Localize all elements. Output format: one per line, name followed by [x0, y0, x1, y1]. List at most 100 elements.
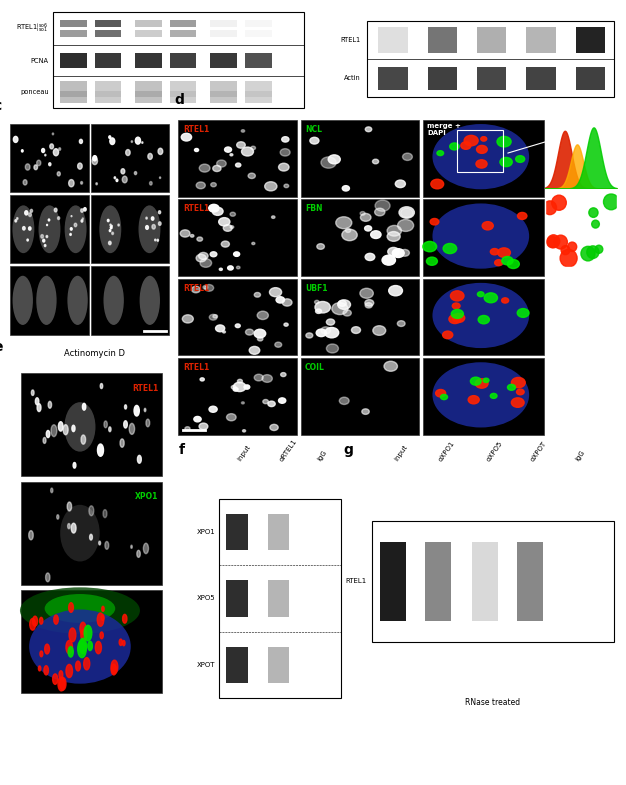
Circle shape	[242, 147, 254, 156]
Circle shape	[441, 394, 448, 400]
Circle shape	[59, 677, 66, 690]
Circle shape	[500, 158, 512, 166]
Circle shape	[23, 180, 27, 185]
Circle shape	[360, 288, 373, 298]
Circle shape	[138, 455, 141, 463]
Bar	[178, 279, 297, 356]
Circle shape	[89, 506, 94, 516]
Circle shape	[210, 252, 217, 257]
Circle shape	[484, 293, 498, 303]
Text: d: d	[174, 93, 184, 108]
Ellipse shape	[44, 594, 115, 623]
Bar	[210, 20, 237, 27]
Ellipse shape	[20, 587, 140, 633]
Bar	[95, 82, 121, 91]
Bar	[300, 120, 419, 196]
Text: g: g	[343, 444, 353, 458]
Circle shape	[111, 660, 118, 674]
Circle shape	[497, 137, 511, 147]
Circle shape	[38, 666, 41, 671]
Circle shape	[44, 245, 46, 246]
Circle shape	[15, 220, 17, 222]
Circle shape	[97, 613, 104, 626]
Circle shape	[124, 421, 127, 428]
Circle shape	[592, 220, 599, 228]
Circle shape	[227, 414, 236, 421]
Circle shape	[284, 184, 289, 188]
Circle shape	[478, 316, 490, 324]
Circle shape	[279, 398, 286, 403]
Bar	[526, 27, 556, 53]
Circle shape	[310, 137, 319, 144]
Circle shape	[53, 674, 58, 685]
Bar	[60, 93, 87, 103]
Circle shape	[426, 257, 438, 265]
Circle shape	[104, 421, 107, 428]
Circle shape	[547, 235, 560, 248]
Circle shape	[282, 299, 292, 306]
Circle shape	[109, 427, 111, 432]
Circle shape	[371, 231, 381, 239]
Circle shape	[72, 425, 75, 432]
Circle shape	[105, 542, 109, 550]
Circle shape	[209, 406, 217, 412]
Circle shape	[507, 260, 520, 268]
Circle shape	[37, 403, 41, 411]
Circle shape	[131, 546, 132, 549]
Bar	[10, 266, 89, 334]
Bar	[170, 53, 197, 68]
Circle shape	[325, 327, 339, 338]
Bar	[423, 199, 543, 276]
Circle shape	[375, 200, 390, 211]
Circle shape	[269, 287, 282, 297]
Bar	[526, 67, 556, 89]
Circle shape	[135, 137, 140, 144]
Circle shape	[92, 157, 98, 165]
Circle shape	[476, 145, 487, 153]
Text: αXPO1: αXPO1	[438, 440, 456, 462]
Circle shape	[516, 389, 524, 395]
Circle shape	[231, 385, 236, 389]
Bar	[95, 93, 121, 103]
Circle shape	[81, 181, 83, 184]
Circle shape	[35, 398, 39, 405]
Circle shape	[63, 425, 68, 435]
Circle shape	[342, 229, 357, 241]
Circle shape	[23, 227, 25, 230]
Circle shape	[228, 266, 233, 270]
Circle shape	[131, 141, 133, 142]
Bar	[268, 513, 289, 550]
Circle shape	[400, 250, 409, 256]
Circle shape	[71, 216, 72, 217]
Circle shape	[208, 204, 219, 212]
Circle shape	[393, 249, 404, 257]
Text: XPO1: XPO1	[197, 529, 215, 535]
Circle shape	[449, 315, 461, 323]
Circle shape	[221, 241, 229, 247]
Circle shape	[146, 217, 147, 219]
Circle shape	[81, 629, 87, 641]
Bar	[423, 279, 543, 356]
Bar	[60, 20, 87, 27]
Circle shape	[387, 225, 401, 236]
Bar	[245, 82, 272, 91]
Circle shape	[29, 531, 33, 540]
Text: Actin: Actin	[344, 75, 361, 81]
Bar	[178, 120, 297, 196]
Circle shape	[262, 374, 272, 382]
Ellipse shape	[140, 276, 160, 325]
Ellipse shape	[64, 206, 86, 254]
Bar	[472, 542, 498, 621]
Circle shape	[58, 422, 63, 431]
Bar	[21, 590, 162, 693]
Bar	[424, 542, 451, 621]
Text: αXPOT: αXPOT	[530, 440, 548, 462]
Circle shape	[589, 208, 598, 217]
Bar	[575, 67, 605, 89]
Ellipse shape	[103, 276, 124, 325]
Text: COIL: COIL	[305, 363, 325, 372]
Circle shape	[101, 606, 104, 612]
Circle shape	[111, 232, 113, 235]
Circle shape	[25, 164, 30, 170]
Circle shape	[470, 377, 481, 385]
